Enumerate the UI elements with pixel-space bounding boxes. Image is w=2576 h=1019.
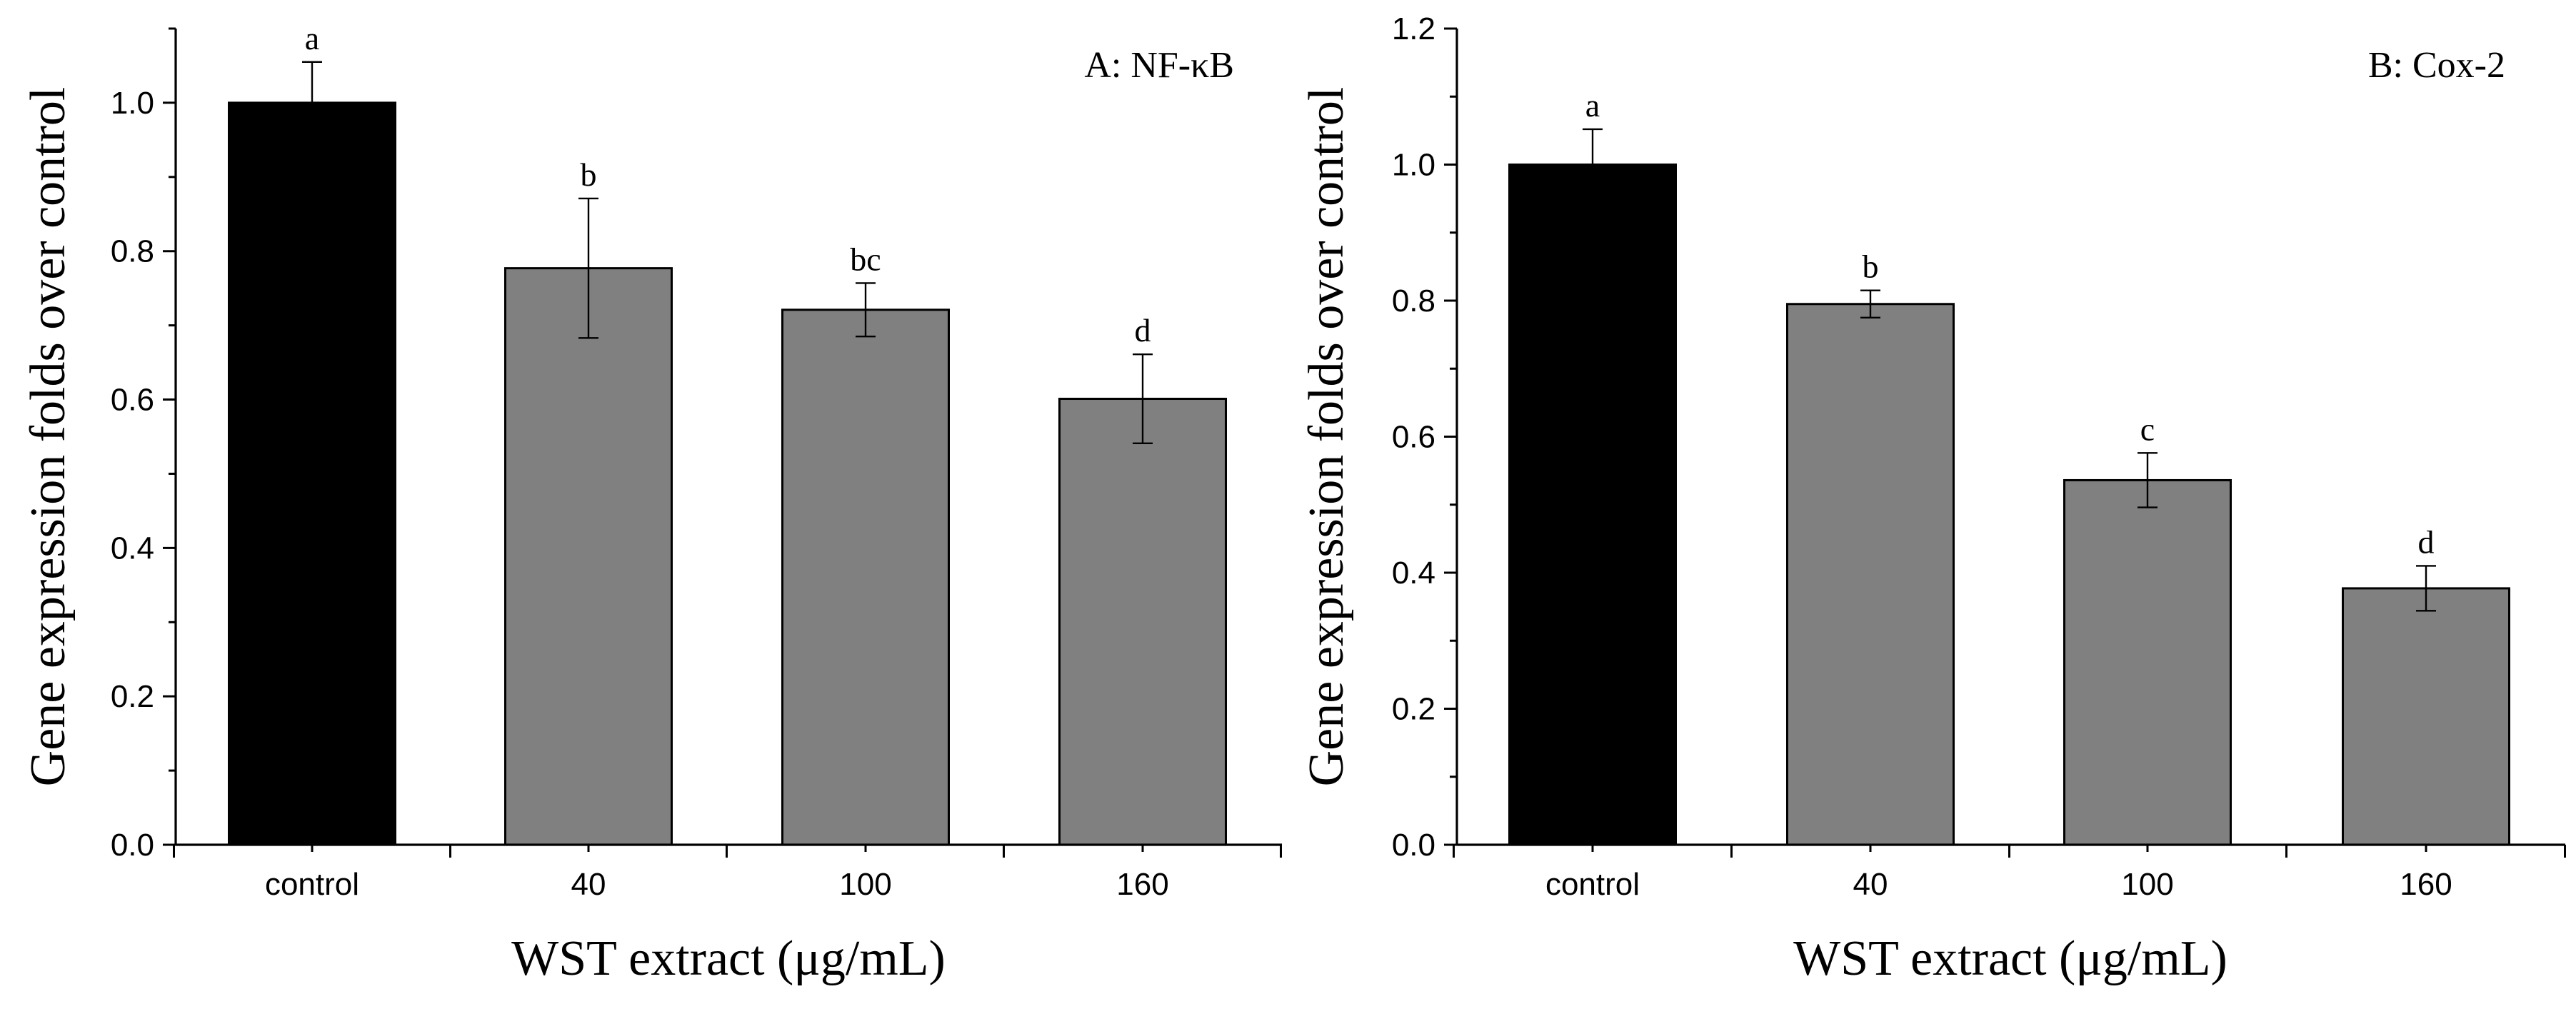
y-tick-label: 0.8	[1392, 283, 1435, 318]
y-axis-ticks	[163, 27, 176, 846]
significance-letter: a	[1585, 87, 1600, 124]
bar	[1508, 164, 1677, 846]
y-tick-label: 0.0	[1392, 828, 1435, 863]
chart-panel-a: a b bc d 0.0 0.2 0.4 0.6 0.8 1.0 control 40 100 160…	[21, 20, 1282, 986]
x-tick-label: 160	[1116, 867, 1168, 902]
y-tick-label: 1.0	[1392, 148, 1435, 183]
y-tick-label: 0.0	[111, 828, 154, 863]
x-tick-label: 100	[839, 867, 891, 902]
x-tick-label: control	[1545, 867, 1640, 902]
chart-panel-b: a b c d 0.0 0.2 0.4 0.6 0.8 1.0 1.2 control 40 100 1…	[1299, 11, 2566, 986]
y-tick-label: 0.4	[1392, 556, 1435, 591]
bar	[2342, 587, 2510, 846]
y-tick-label: 1.0	[111, 86, 154, 121]
x-tick-label: 40	[1853, 867, 1888, 902]
error-bars	[302, 61, 1153, 445]
bars	[228, 101, 1227, 846]
y-tick-label: 1.2	[1392, 11, 1435, 46]
y-axis-ticks	[1444, 27, 1457, 846]
y-tick-label: 0.2	[1392, 692, 1435, 727]
y-tick-label: 0.2	[111, 679, 154, 714]
panel-title: A: NF-κB	[1084, 45, 1234, 86]
y-tick-label: 0.6	[111, 383, 154, 418]
bar	[504, 267, 673, 846]
x-tick-labels: control 40 100 160	[265, 867, 1169, 902]
x-tick-label: control	[265, 867, 359, 902]
bar	[228, 101, 396, 846]
x-tick-label: 160	[2400, 867, 2452, 902]
x-axis-ticks	[173, 845, 1282, 858]
significance-letters: a b c d	[1585, 87, 2435, 561]
panel-title: B: Cox-2	[2368, 45, 2505, 86]
x-axis-title: WST extract (μg/mL)	[1793, 931, 2227, 986]
x-tick-label: 100	[2121, 867, 2173, 902]
error-bars	[1583, 128, 2436, 612]
significance-letter: d	[2418, 523, 2435, 560]
plot-area: a b bc d	[228, 20, 1227, 846]
y-tick-label: 0.8	[111, 234, 154, 269]
bar	[1058, 398, 1227, 846]
y-tick-label: 0.6	[1392, 420, 1435, 455]
y-tick-labels: 0.0 0.2 0.4 0.6 0.8 1.0	[111, 86, 154, 863]
x-axis-title: WST extract (μg/mL)	[511, 931, 946, 986]
significance-letter: c	[2140, 411, 2155, 447]
y-axis-title: Gene expression folds over control	[1299, 87, 1354, 787]
y-tick-labels: 0.0 0.2 0.4 0.6 0.8 1.0 1.2	[1392, 11, 1435, 863]
y-axis-title: Gene expression folds over control	[21, 87, 76, 787]
significance-letter: d	[1135, 312, 1151, 348]
bar	[2063, 478, 2232, 846]
plot-area: a b c d	[1508, 87, 2510, 846]
significance-letter: a	[305, 20, 319, 56]
x-tick-labels: control 40 100 160	[1545, 867, 2452, 902]
x-axis-ticks	[1453, 845, 2566, 858]
y-tick-label: 0.4	[111, 531, 154, 566]
significance-letters: a b bc d	[305, 20, 1151, 348]
bar	[1786, 303, 1955, 846]
bar	[781, 308, 950, 846]
bars	[1508, 164, 2510, 846]
x-tick-label: 40	[571, 867, 606, 902]
significance-letter: bc	[850, 241, 881, 277]
significance-letter: b	[1863, 249, 1879, 285]
significance-letter: b	[581, 156, 597, 193]
